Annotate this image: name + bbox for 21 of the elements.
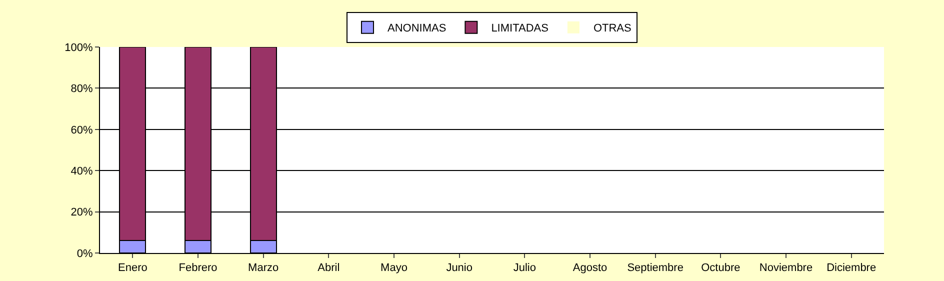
x-tick-label: Junio bbox=[446, 262, 472, 274]
x-tick-label: Agosto bbox=[572, 262, 608, 274]
legend-label: ANONIMAS bbox=[388, 22, 446, 35]
legend-label: OTRAS bbox=[593, 22, 632, 35]
legend-label: LIMITADAS bbox=[491, 22, 548, 35]
x-tick-label: Marzo bbox=[248, 262, 279, 274]
x-tick-label: Enero bbox=[118, 262, 148, 274]
y-tick-label: 40% bbox=[70, 165, 94, 178]
x-tick-label: Septiembre bbox=[627, 262, 684, 274]
x-tick-label: Abril bbox=[318, 262, 340, 274]
x-tick-label: Febrero bbox=[178, 262, 218, 274]
y-tick-label: 60% bbox=[70, 124, 94, 136]
y-tick-label: 100% bbox=[64, 42, 94, 54]
x-tick-label: Julio bbox=[513, 262, 536, 274]
y-tick-label: 0% bbox=[76, 248, 94, 260]
y-tick-label: 80% bbox=[70, 83, 94, 96]
x-tick-label: Mayo bbox=[380, 262, 408, 274]
x-tick-label: Diciembre bbox=[826, 262, 876, 274]
y-tick-label: 20% bbox=[70, 206, 94, 219]
x-tick-label: Octubre bbox=[701, 262, 740, 274]
x-tick-label: Noviembre bbox=[759, 262, 813, 274]
